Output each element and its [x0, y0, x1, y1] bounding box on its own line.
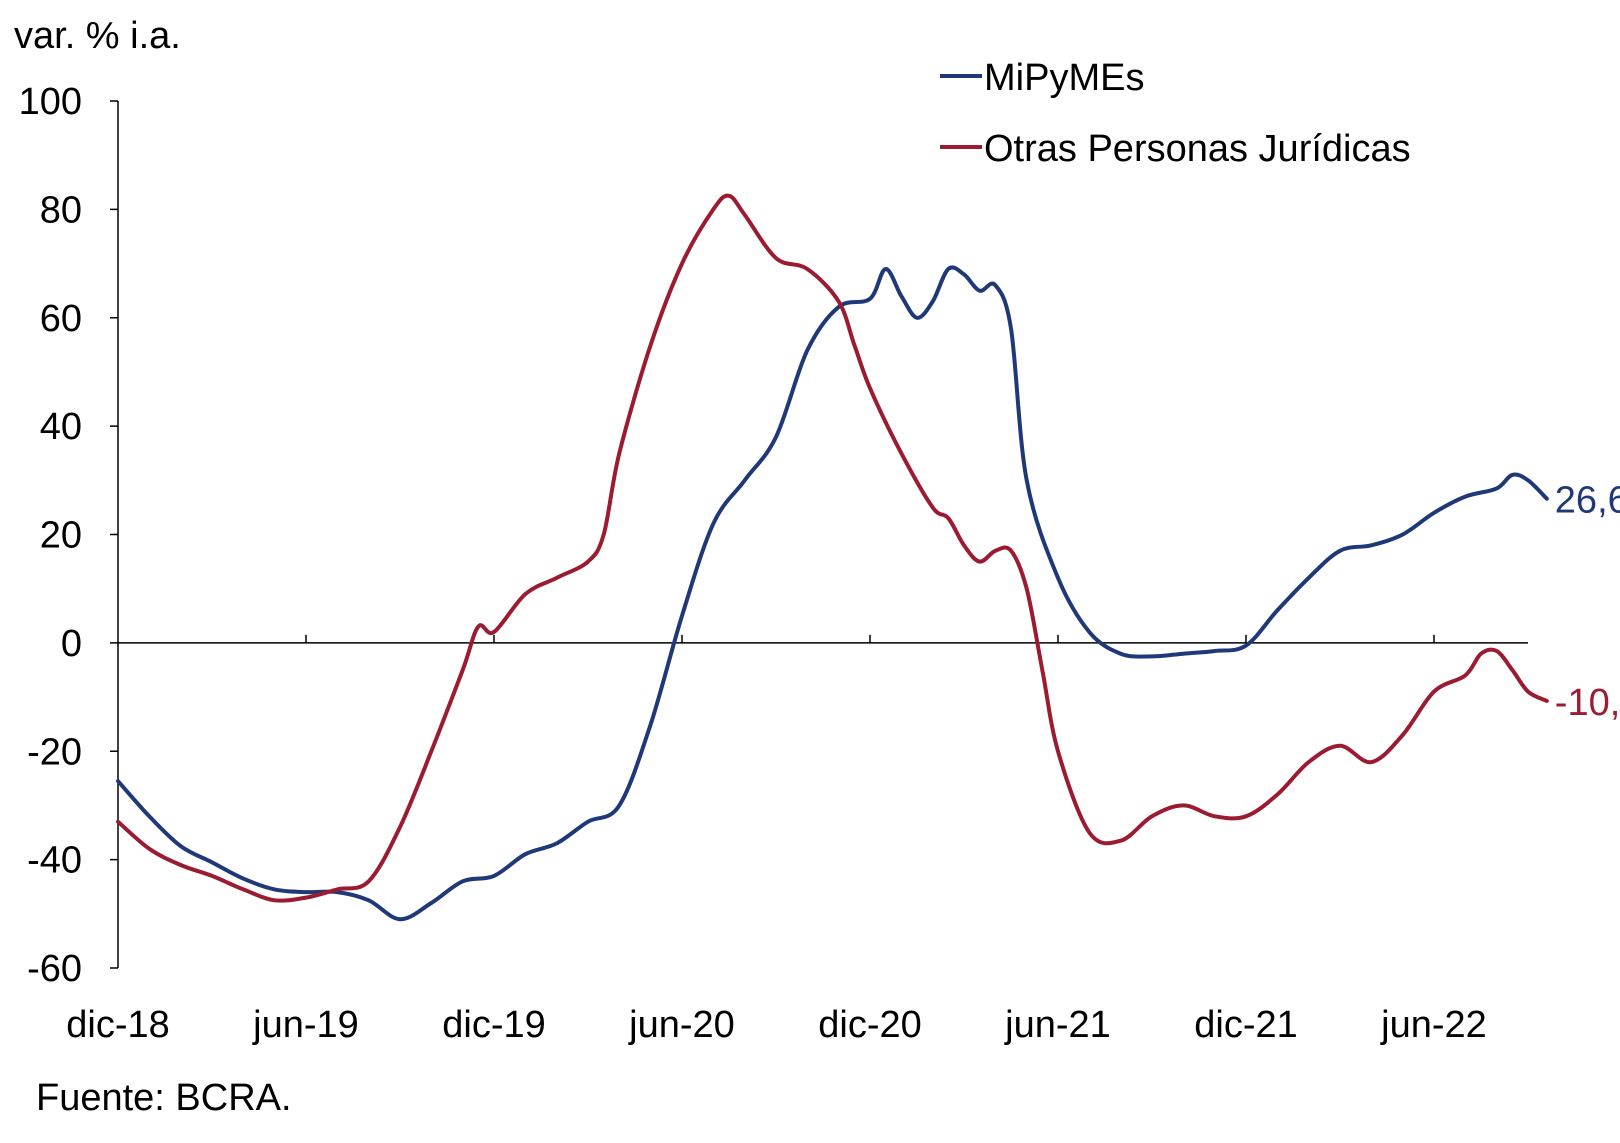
- source-note: Fuente: BCRA.: [36, 1077, 292, 1119]
- y-tick-label: 20: [40, 515, 82, 557]
- legend-label-otras: Otras Personas Jurídicas: [984, 128, 1411, 170]
- y-tick-label: 0: [61, 623, 82, 665]
- end-label-mipymes: 26,6: [1555, 480, 1620, 522]
- x-tick-label: jun-19: [252, 1004, 359, 1046]
- series-line-otras-personas-juridicas: [116, 193, 1549, 903]
- legend-label-mipymes: MiPyMEs: [984, 57, 1144, 99]
- y-tick-label: 80: [40, 189, 82, 231]
- end-labels: 26,6 -10,7: [1555, 480, 1620, 724]
- y-axis-label: var. % i.a.: [14, 15, 181, 57]
- y-axis: 100 80 60 40 20 0 -20 -40 -60: [19, 81, 119, 990]
- end-label-otras-personas-juridicas: -10,7: [1555, 682, 1620, 724]
- y-tick-label: 40: [40, 406, 82, 448]
- x-tick-label: jun-20: [628, 1004, 735, 1046]
- y-tick-label: 60: [40, 298, 82, 340]
- y-tick-label: 100: [19, 81, 82, 123]
- series-group: [116, 193, 1549, 922]
- x-tick-label: dic-20: [818, 1004, 922, 1046]
- y-tick-label: -20: [27, 731, 82, 773]
- x-tick-label: dic-19: [442, 1004, 546, 1046]
- x-tick-label: jun-21: [1004, 1004, 1111, 1046]
- x-tick-label: dic-21: [1194, 1004, 1298, 1046]
- x-tick-label: jun-22: [1380, 1004, 1487, 1046]
- y-tick-label: -40: [27, 840, 82, 882]
- x-tick-label: dic-18: [66, 1004, 170, 1046]
- x-axis: dic-18 jun-19 dic-19 jun-20 dic-20 jun-21 dic-…: [66, 634, 1528, 1046]
- y-tick-label: -60: [27, 948, 82, 990]
- legend: MiPyMEs Otras Personas Jurídicas: [940, 57, 1411, 170]
- series-line-mipymes: [116, 265, 1549, 922]
